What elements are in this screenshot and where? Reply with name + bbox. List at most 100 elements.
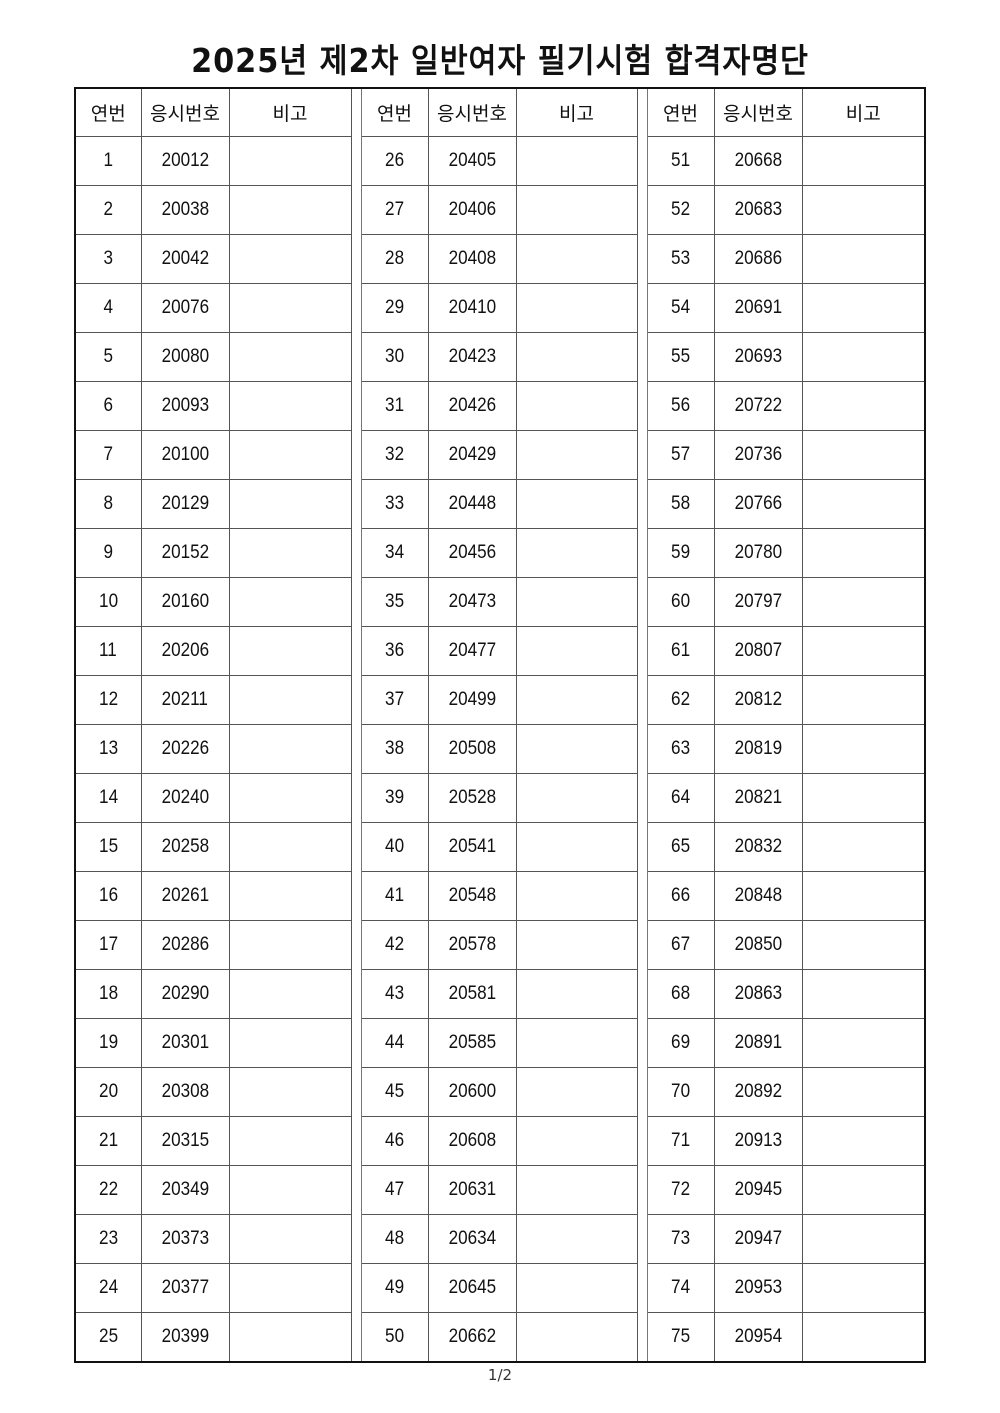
- cell-exam-id-text: 20863: [734, 983, 782, 1004]
- cell-exam-id-text: 20722: [734, 395, 782, 416]
- table-row: 7 20100 32 20429 57 20736: [74, 430, 926, 480]
- cell-exam-id-text: 20261: [161, 885, 209, 906]
- column-divider: [636, 528, 648, 578]
- cell-no: 49: [360, 1263, 429, 1313]
- column-divider: [636, 185, 648, 235]
- cell-exam-id: 20286: [140, 920, 230, 970]
- cell-exam-id-text: 20686: [734, 248, 782, 269]
- cell-exam-id-text: 20448: [448, 493, 496, 514]
- cell-no-text: 33: [384, 493, 405, 514]
- cell-no-text: 45: [384, 1081, 405, 1102]
- cell-no-text: 42: [384, 934, 405, 955]
- cell-exam-id-text: 20152: [161, 542, 209, 563]
- column-divider: [350, 1116, 362, 1166]
- cell-note: [228, 528, 352, 578]
- cell-no-text: 25: [98, 1326, 118, 1347]
- cell-exam-id-text: 20819: [734, 738, 782, 759]
- cell-exam-id-text: 20473: [448, 591, 496, 612]
- cell-no: 19: [74, 1018, 142, 1068]
- cell-no-text: 67: [670, 934, 691, 955]
- cell-note: [515, 1165, 638, 1215]
- cell-exam-id-text: 20405: [448, 150, 496, 171]
- cell-exam-id-text: 20315: [161, 1130, 209, 1151]
- header-note: 비고: [228, 87, 352, 137]
- cell-no-text: 73: [670, 1228, 691, 1249]
- cell-exam-id-text: 20581: [448, 983, 496, 1004]
- cell-no-text: 56: [670, 395, 691, 416]
- cell-no-text: 4: [103, 297, 114, 318]
- cell-no: 26: [360, 136, 429, 186]
- cell-no: 72: [646, 1165, 715, 1215]
- column-divider: [636, 136, 648, 186]
- cell-note: [228, 577, 352, 627]
- cell-exam-id-text: 20410: [448, 297, 496, 318]
- cell-no: 57: [646, 430, 715, 480]
- cell-no-text: 14: [98, 787, 118, 808]
- cell-no: 22: [74, 1165, 142, 1215]
- table-row: 19 20301 44 20585 69 20891: [74, 1018, 926, 1068]
- cell-note: [515, 136, 638, 186]
- cell-exam-id: 20821: [713, 773, 803, 823]
- cell-exam-id: 20426: [427, 381, 517, 431]
- cell-exam-id: 20954: [713, 1312, 803, 1363]
- cell-no-text: 38: [384, 738, 405, 759]
- cell-no-text: 30: [384, 346, 405, 367]
- column-divider: [350, 234, 362, 284]
- cell-exam-id-text: 20349: [161, 1179, 209, 1200]
- column-divider: [350, 136, 362, 186]
- cell-no-text: 5: [103, 346, 114, 367]
- cell-note: [228, 773, 352, 823]
- cell-exam-id-text: 20429: [448, 444, 496, 465]
- cell-note: [228, 822, 352, 872]
- cell-no: 40: [360, 822, 429, 872]
- cell-exam-id-text: 20286: [161, 934, 209, 955]
- header-no: 연번: [74, 87, 142, 137]
- cell-exam-id-text: 20780: [734, 542, 782, 563]
- cell-note: [801, 1263, 926, 1313]
- cell-no: 20: [74, 1067, 142, 1117]
- cell-no-text: 35: [384, 591, 405, 612]
- cell-exam-id: 20645: [427, 1263, 517, 1313]
- cell-exam-id-text: 20426: [448, 395, 496, 416]
- cell-exam-id-text: 20913: [734, 1130, 782, 1151]
- cell-no-text: 11: [99, 640, 118, 661]
- cell-no-text: 2: [103, 199, 114, 220]
- column-divider: [350, 479, 362, 529]
- cell-no-text: 39: [384, 787, 405, 808]
- cell-exam-id: 20634: [427, 1214, 517, 1264]
- page-title: 2025년 제2차 일반여자 필기시험 합격자명단: [191, 41, 809, 80]
- cell-exam-id-text: 20953: [734, 1277, 782, 1298]
- cell-exam-id: 20477: [427, 626, 517, 676]
- cell-no: 47: [360, 1165, 429, 1215]
- cell-exam-id: 20780: [713, 528, 803, 578]
- cell-note: [228, 1263, 352, 1313]
- header-exam-id: 응시번호: [427, 87, 517, 137]
- cell-note: [801, 577, 926, 627]
- cell-exam-id-text: 20100: [161, 444, 209, 465]
- cell-note: [515, 185, 638, 235]
- cell-exam-id-text: 20308: [161, 1081, 209, 1102]
- cell-no-text: 43: [384, 983, 405, 1004]
- column-divider: [350, 1214, 362, 1264]
- cell-no-text: 29: [384, 297, 405, 318]
- table-row: 18 20290 43 20581 68 20863: [74, 969, 926, 1019]
- cell-note: [515, 920, 638, 970]
- cell-no: 56: [646, 381, 715, 431]
- cell-exam-id-text: 20821: [734, 787, 782, 808]
- cell-exam-id: 20405: [427, 136, 517, 186]
- cell-no: 24: [74, 1263, 142, 1313]
- cell-exam-id: 20448: [427, 479, 517, 529]
- cell-exam-id: 20953: [713, 1263, 803, 1313]
- cell-exam-id: 20691: [713, 283, 803, 333]
- column-divider: [350, 920, 362, 970]
- cell-no: 34: [360, 528, 429, 578]
- cell-exam-id: 20373: [140, 1214, 230, 1264]
- cell-exam-id: 20429: [427, 430, 517, 480]
- cell-note: [228, 1214, 352, 1264]
- cell-no: 71: [646, 1116, 715, 1166]
- cell-note: [228, 626, 352, 676]
- cell-no-text: 60: [670, 591, 691, 612]
- cell-no-text: 40: [384, 836, 405, 857]
- cell-exam-id-text: 20736: [734, 444, 782, 465]
- cell-no: 29: [360, 283, 429, 333]
